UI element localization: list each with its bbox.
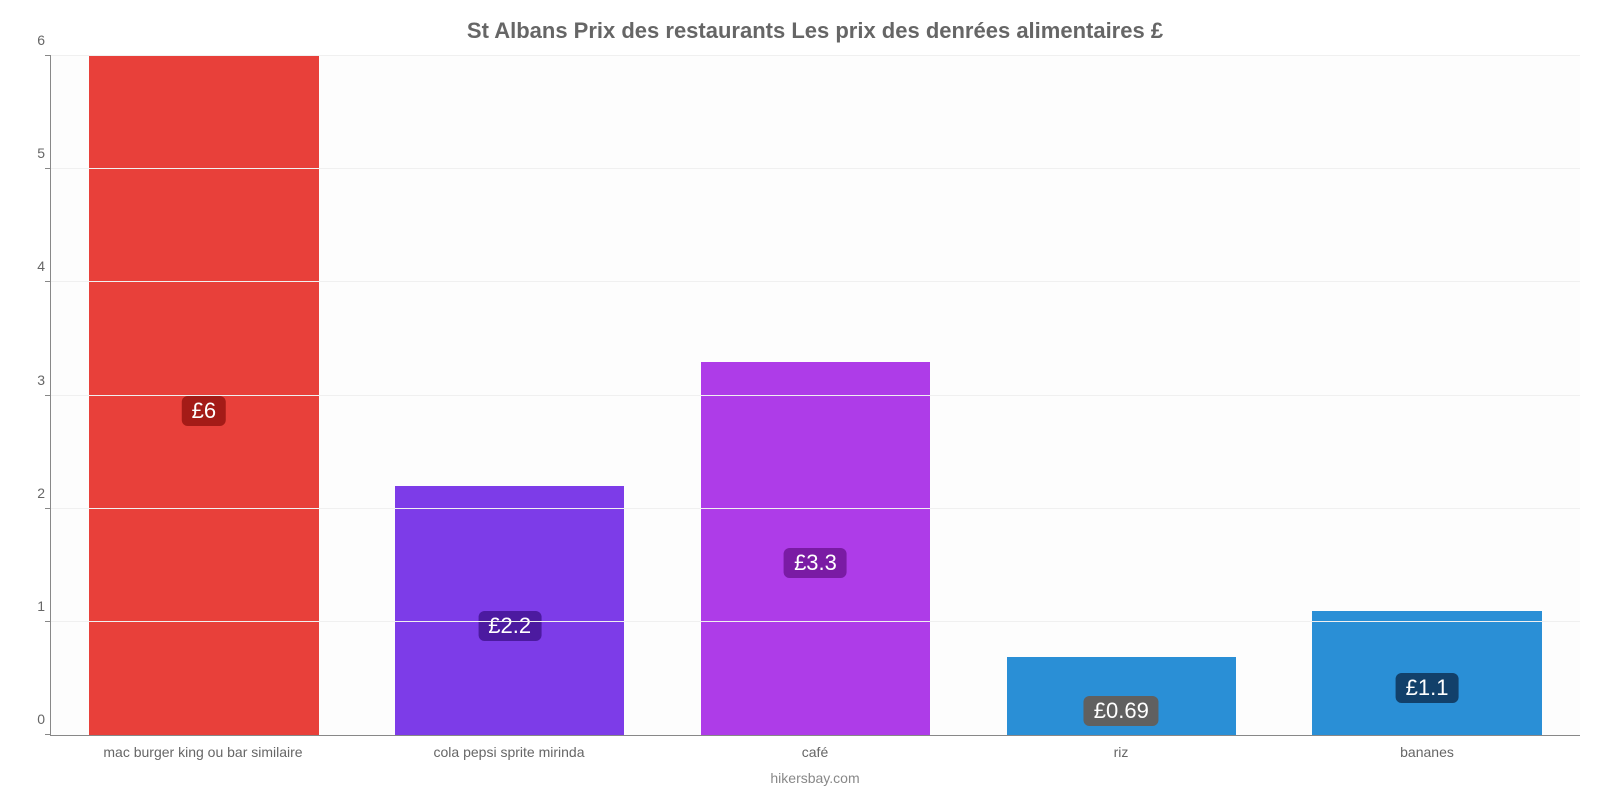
bar: £6 <box>89 56 318 735</box>
ytick-mark <box>45 621 51 622</box>
bar-value-label: £2.2 <box>478 611 541 641</box>
gridline <box>51 168 1580 169</box>
ytick-label: 1 <box>23 598 45 614</box>
gridline <box>51 395 1580 396</box>
ytick-label: 2 <box>23 485 45 501</box>
ytick-mark <box>45 168 51 169</box>
chart-title: St Albans Prix des restaurants Les prix … <box>50 10 1580 56</box>
bar-value-label: £0.69 <box>1084 696 1159 726</box>
ytick-mark <box>45 395 51 396</box>
bar-value-label: £6 <box>182 396 226 426</box>
x-axis-label: bananes <box>1274 744 1580 760</box>
bar: £1.1 <box>1312 611 1541 735</box>
ytick-mark <box>45 508 51 509</box>
x-axis-label: riz <box>968 744 1274 760</box>
gridline <box>51 55 1580 56</box>
chart-footer: hikersbay.com <box>50 770 1580 786</box>
x-axis-label: mac burger king ou bar similaire <box>50 744 356 760</box>
gridline <box>51 508 1580 509</box>
bar: £2.2 <box>395 486 624 735</box>
bar-slot: £1.1 <box>1274 56 1580 735</box>
x-axis-labels: mac burger king ou bar similairecola pep… <box>50 744 1580 760</box>
ytick-label: 0 <box>23 711 45 727</box>
bar-slot: £6 <box>51 56 357 735</box>
x-axis-label: cola pepsi sprite mirinda <box>356 744 662 760</box>
ytick-mark <box>45 55 51 56</box>
ytick-mark <box>45 734 51 735</box>
bar: £3.3 <box>701 362 930 735</box>
gridline <box>51 281 1580 282</box>
bar: £0.69 <box>1007 657 1236 735</box>
bar-value-label: £3.3 <box>784 548 847 578</box>
gridline <box>51 621 1580 622</box>
ytick-label: 6 <box>23 32 45 48</box>
ytick-label: 4 <box>23 258 45 274</box>
ytick-label: 3 <box>23 372 45 388</box>
bar-chart: St Albans Prix des restaurants Les prix … <box>0 0 1600 800</box>
bar-value-label: £1.1 <box>1396 673 1459 703</box>
ytick-mark <box>45 281 51 282</box>
bars-row: £6 £2.2 £3.3 £0.69 £1.1 <box>51 56 1580 735</box>
bar-slot: £0.69 <box>968 56 1274 735</box>
plot-area: £6£2.2£3.3£0.69£1.1 0123456 <box>50 56 1580 736</box>
ytick-label: 5 <box>23 145 45 161</box>
x-axis-label: café <box>662 744 968 760</box>
bar-slot: £2.2 <box>357 56 663 735</box>
bar-slot: £3.3 <box>663 56 969 735</box>
